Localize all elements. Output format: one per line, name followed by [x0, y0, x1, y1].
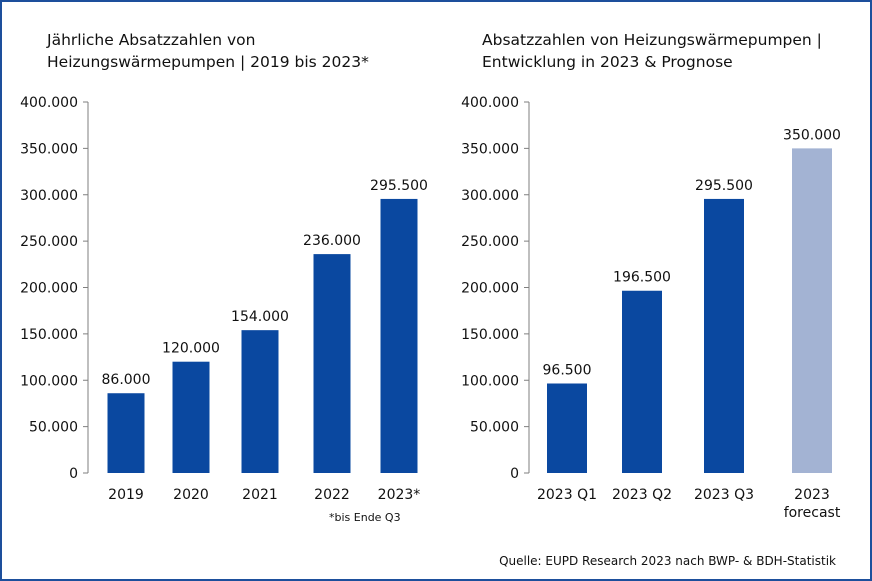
x-tick-label: 2023 Q2	[612, 487, 672, 503]
y-tick-label: 300.000	[461, 188, 519, 204]
value-label: 236.000	[303, 233, 361, 249]
title-line: Entwicklung in 2023 & Prognose	[482, 53, 733, 71]
x-tick-label: 2023 Q3	[694, 487, 754, 503]
footnote: *bis Ende Q3	[329, 511, 401, 524]
y-tick-label: 50.000	[470, 420, 519, 436]
y-tick-label: 400.000	[20, 95, 78, 111]
value-label: 96.500	[543, 362, 592, 378]
value-label: 295.500	[695, 178, 753, 194]
bar	[172, 361, 210, 473]
y-tick-label: 400.000	[461, 95, 519, 111]
bar	[380, 198, 418, 473]
x-tick-label: 2020	[173, 487, 209, 503]
x-tick-label: 2023 Q1	[537, 487, 597, 503]
bar	[313, 254, 351, 473]
bar	[107, 393, 145, 473]
x-tick-label: 2019	[108, 487, 144, 503]
y-tick-label: 0	[510, 466, 519, 482]
chart-title-right: Absatzzahlen von Heizungswärmepumpen | E…	[482, 29, 822, 73]
x-tick-label: 2023	[794, 487, 830, 503]
y-tick-label: 350.000	[461, 141, 519, 157]
chart-title-left: Jährliche Absatzzahlen von Heizungswärme…	[47, 29, 369, 73]
title-line: Heizungswärmepumpen | 2019 bis 2023*	[47, 53, 369, 71]
y-tick-label: 150.000	[20, 327, 78, 343]
bar	[704, 198, 744, 473]
y-tick-label: 200.000	[20, 281, 78, 297]
bar	[792, 148, 832, 473]
value-label: 350.000	[783, 127, 841, 143]
y-tick-label: 350.000	[20, 141, 78, 157]
value-label: 120.000	[162, 341, 220, 357]
y-tick-label: 100.000	[461, 373, 519, 389]
y-tick-label: 100.000	[20, 373, 78, 389]
value-label: 86.000	[102, 372, 151, 388]
y-tick-label: 250.000	[20, 234, 78, 250]
y-tick-label: 300.000	[20, 188, 78, 204]
x-tick-label: 2021	[242, 487, 278, 503]
y-tick-label: 0	[69, 466, 78, 482]
x-tick-label: forecast	[784, 505, 841, 521]
y-tick-label: 50.000	[29, 420, 78, 436]
value-label: 295.500	[370, 178, 428, 194]
bar	[547, 383, 587, 473]
x-tick-label: 2022	[314, 487, 350, 503]
title-line: Jährliche Absatzzahlen von	[47, 31, 256, 49]
title-line: Absatzzahlen von Heizungswärmepumpen |	[482, 31, 822, 49]
bar	[622, 290, 662, 473]
value-label: 196.500	[613, 270, 671, 286]
y-tick-label: 200.000	[461, 281, 519, 297]
bar	[241, 330, 279, 473]
source-note: Quelle: EUPD Research 2023 nach BWP- & B…	[499, 554, 836, 568]
y-tick-label: 150.000	[461, 327, 519, 343]
y-tick-label: 250.000	[461, 234, 519, 250]
value-label: 154.000	[231, 309, 289, 325]
x-tick-label: 2023*	[378, 487, 421, 503]
